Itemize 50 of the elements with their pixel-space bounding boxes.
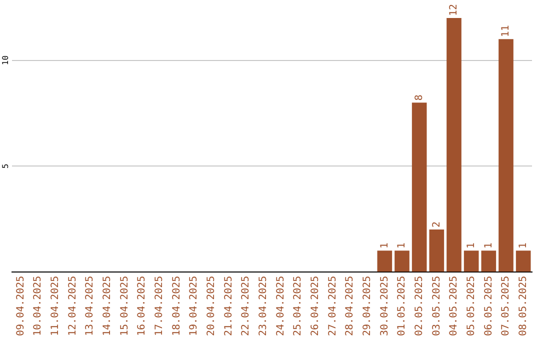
x-tick-label: 08.05.2025 [518, 276, 529, 336]
y-tick-label: 5 [1, 163, 10, 168]
data-label: 1 [483, 242, 494, 249]
data-label: 2 [431, 221, 442, 228]
x-tick-label: 14.04.2025 [102, 276, 113, 336]
x-tick-label: 22.04.2025 [240, 276, 252, 336]
x-tick-label: 26.04.2025 [310, 276, 321, 336]
x-tick-label: 12.04.2025 [67, 276, 78, 336]
x-tick-label: 13.04.2025 [84, 276, 96, 336]
data-label: 1 [466, 242, 477, 249]
x-tick-label: 06.05.2025 [483, 276, 494, 336]
data-label: 1 [396, 242, 408, 249]
x-tick-label: 17.04.2025 [154, 276, 165, 336]
y-tick-label: 10 [1, 55, 10, 66]
x-tick-label: 16.04.2025 [136, 276, 148, 336]
x-tick-label: 10.04.2025 [32, 276, 44, 336]
bar [464, 250, 479, 272]
x-tick-label: 21.04.2025 [223, 276, 234, 336]
x-tick-label: 01.05.2025 [396, 276, 408, 336]
bar [446, 18, 462, 272]
data-label: 1 [518, 242, 529, 249]
x-tick-label: 15.04.2025 [119, 276, 130, 336]
data-label: 11 [500, 25, 512, 38]
x-tick-label: 23.04.2025 [258, 276, 269, 336]
data-label: 1 [379, 242, 390, 249]
x-tick-label: 04.05.2025 [448, 276, 460, 336]
x-tick-label: 27.04.2025 [327, 276, 338, 336]
x-tick-label: 25.04.2025 [292, 276, 304, 336]
x-tick-label: 07.05.2025 [500, 276, 512, 336]
x-tick-label: 18.04.2025 [171, 276, 182, 336]
x-tick-label: 03.05.2025 [431, 276, 442, 336]
x-tick-label: 24.04.2025 [275, 276, 286, 336]
bar [429, 229, 444, 272]
x-tick-label: 02.05.2025 [414, 276, 425, 336]
bar [481, 250, 496, 272]
x-tick-label: 20.04.2025 [206, 276, 217, 336]
x-tick-label: 29.04.2025 [362, 276, 373, 336]
x-tick-label: 09.04.2025 [15, 276, 26, 336]
bar [377, 250, 392, 272]
data-label: 8 [414, 94, 425, 101]
bar [412, 102, 427, 272]
x-tick-label: 19.04.2025 [188, 276, 200, 336]
x-tick-label: 30.04.2025 [379, 276, 390, 336]
x-tick-label: 28.04.2025 [344, 276, 356, 336]
bar [498, 39, 514, 272]
bar [394, 250, 410, 272]
bar [516, 250, 531, 272]
x-tick-label: 11.04.2025 [50, 276, 61, 336]
x-tick-label: 05.05.2025 [466, 276, 477, 336]
data-label: 12 [448, 4, 460, 16]
